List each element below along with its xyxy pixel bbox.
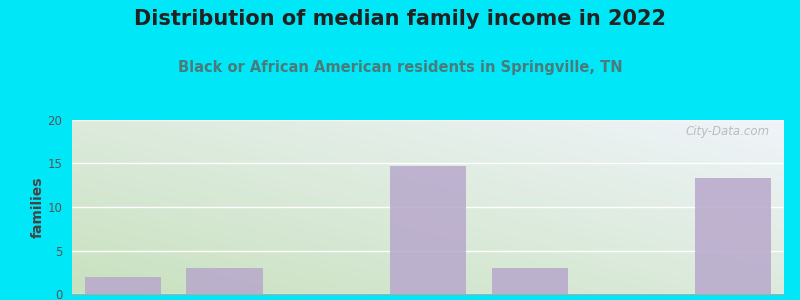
Bar: [186, 268, 262, 294]
Bar: [390, 166, 466, 294]
Bar: [85, 277, 161, 294]
Text: Distribution of median family income in 2022: Distribution of median family income in …: [134, 9, 666, 29]
Bar: [491, 268, 568, 294]
Y-axis label: families: families: [30, 176, 45, 238]
Text: Black or African American residents in Springville, TN: Black or African American residents in S…: [178, 60, 622, 75]
Bar: [695, 178, 771, 294]
Text: City-Data.com: City-Data.com: [686, 125, 770, 138]
